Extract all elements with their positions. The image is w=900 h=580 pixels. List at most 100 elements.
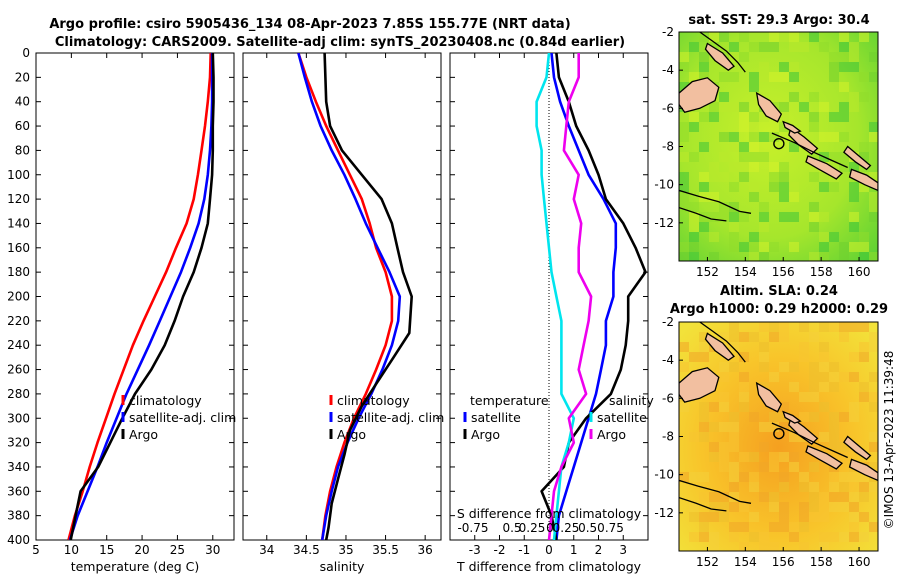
sla-land-polygon [788,416,819,445]
sst-cell [829,72,839,82]
sst-cell [759,252,769,261]
sst-cell [789,62,799,72]
sla-cell [699,412,709,422]
sla-cell [739,472,749,482]
sla-cell [719,512,729,522]
sst-cell [769,242,779,252]
sla-cell [769,412,779,422]
sla-cell [759,342,769,352]
sst-cell [759,132,769,142]
sla-cell [799,542,809,551]
sla-cell [839,322,849,332]
sst-cell [839,62,849,72]
sst-cell [849,62,859,72]
salinity-diff-tick-label: 0.50.75 [578,521,624,535]
sla-cell [809,482,819,492]
sla-cell [869,432,878,442]
temperature-legend-entry: Argo [129,427,158,442]
sst-cell [679,152,689,162]
sla-cell [829,532,839,542]
sla-cell [859,482,869,492]
sla-cell [699,512,709,522]
m1-lon-tick-label: 156 [772,265,795,279]
sst-map: sat. SST: 29.3 Argo: 30.4 152 154 156 158 16… [654,13,879,279]
sst-cell [709,32,719,42]
p1-ytick-label: 260 [7,363,30,377]
sst-cell [799,102,809,112]
sla-cell [679,402,689,412]
salinity-diff-tick-label: 0.5 [502,521,521,535]
sst-cell [709,252,719,261]
sla-land-polygon [848,458,878,482]
sst-cell [769,32,779,42]
sst-cell [789,72,799,82]
sla-cell [719,372,729,382]
sla-cell [859,472,869,482]
sla-cell [789,452,799,462]
temperature-legend-entry: climatology [129,393,202,408]
sst-cell [849,92,859,102]
m1-lon-tick-label: 154 [734,265,757,279]
sst-cell [729,202,739,212]
sla-cell [709,402,719,412]
sst-cell [719,102,729,112]
sst-cell [689,242,699,252]
m1-lat-tick-label: -12 [654,216,674,230]
sst-cell [729,242,739,252]
sst-cell [709,232,719,242]
sst-land-polygon [782,120,802,134]
sst-cell [709,102,719,112]
sla-cell [829,382,839,392]
sst-cell [689,72,699,82]
sst-cell [809,252,819,261]
title-line-2: Climatology: CARS2009. Satellite-adj cli… [55,35,625,50]
sst-land-polygon [848,168,878,192]
m2-lon-tick-label: 154 [734,555,757,569]
m1-lat-tick-label: -2 [662,25,674,39]
sst-cell [699,32,709,42]
sla-cell [859,392,869,402]
sst-cell [809,112,819,122]
sst-cell [849,242,859,252]
sla-cell [729,322,739,332]
m2-lon-tick-label: 158 [810,555,833,569]
sst-cell [869,202,878,212]
sst-cell [679,122,689,132]
sla-cell [819,492,829,502]
sla-cell [709,492,719,502]
sst-cell [789,212,799,222]
sla-cell [729,492,739,502]
salinity-xlabel: salinity [320,559,365,574]
sst-cell [779,62,789,72]
sla-cell [749,532,759,542]
p2-xtick-label: 36 [418,543,433,557]
p1-ytick-label: 340 [7,460,30,474]
sst-cell [769,42,779,52]
sla-cell [789,382,799,392]
sst-cell [779,172,789,182]
m2-lon-tick-label: 152 [696,555,719,569]
sla-cell [699,432,709,442]
sla-cell [809,412,819,422]
sst-cell [679,202,689,212]
sst-cell [809,212,819,222]
sla-cell [809,502,819,512]
m1-lat-tick-label: -8 [662,140,674,154]
sst-cell [859,232,869,242]
sla-land-polygon [704,332,735,361]
sla-cell [829,502,839,512]
sst-cell [869,52,878,62]
sla-cell [739,372,749,382]
p1-ytick-label: 300 [7,411,30,425]
sst-cell [789,192,799,202]
p1-xtick-label: 5 [32,543,40,557]
sla-cell [799,522,809,532]
sst-cell [689,232,699,242]
sla-cell [809,462,819,472]
sla-cell [739,382,749,392]
sla-cell [869,392,878,402]
sst-cell [729,142,739,152]
sla-cell [829,372,839,382]
sst-cell [699,142,709,152]
sst-land-polygon [843,145,872,171]
